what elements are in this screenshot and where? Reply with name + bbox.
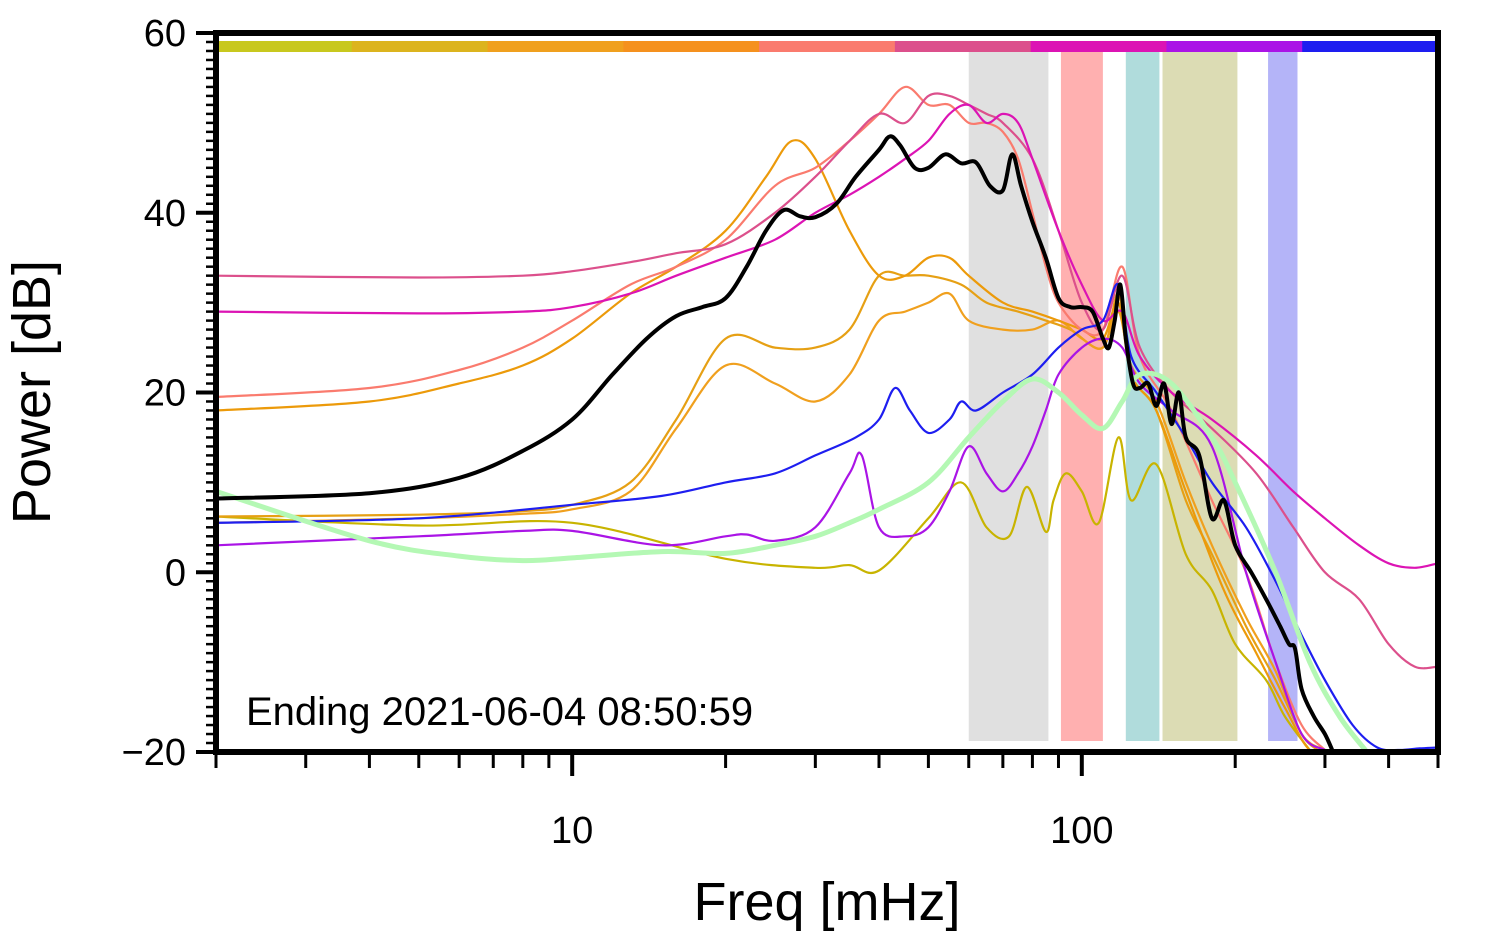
series-line-3 <box>214 291 1326 752</box>
series-line-10 <box>213 370 1368 753</box>
color-bar <box>216 41 1439 52</box>
series-line-11 <box>214 134 1335 752</box>
series-line-2 <box>214 270 1319 752</box>
y-axis-title: Power [dB] <box>2 260 62 524</box>
band-5 <box>1268 52 1298 741</box>
series-line-7 <box>214 103 1440 569</box>
color-bar-segment <box>1302 41 1439 52</box>
series-line-1 <box>214 436 1311 752</box>
series-line-4 <box>214 139 1334 755</box>
x-axis-title: Freq [mHz] <box>693 872 960 932</box>
series-line-6 <box>214 92 1440 670</box>
band-2 <box>1060 52 1103 741</box>
color-bar-segment <box>351 41 489 52</box>
x-tick-label: 100 <box>1050 810 1113 852</box>
color-bar-segment <box>894 41 1032 52</box>
band-4 <box>1162 52 1238 741</box>
plot-frame <box>213 30 1441 755</box>
y-tick-label: −20 <box>122 732 186 774</box>
series-line-9 <box>214 283 1440 752</box>
color-bar-segment <box>216 41 353 52</box>
color-bar-segment <box>487 41 624 52</box>
series-lines <box>213 85 1440 755</box>
color-bar-segment <box>1030 41 1167 52</box>
x-tick-label: 10 <box>551 810 593 852</box>
y-tick-label: 40 <box>144 193 186 235</box>
y-tick-label: 60 <box>144 13 186 55</box>
y-tick-label: 0 <box>165 552 186 594</box>
color-bar-segment <box>623 41 760 52</box>
chart-annotation: Ending 2021-06-04 08:50:59 <box>246 690 753 734</box>
color-bar-segment <box>1166 41 1303 52</box>
color-bar-segment <box>759 41 896 52</box>
y-tick-label: 20 <box>144 373 186 415</box>
